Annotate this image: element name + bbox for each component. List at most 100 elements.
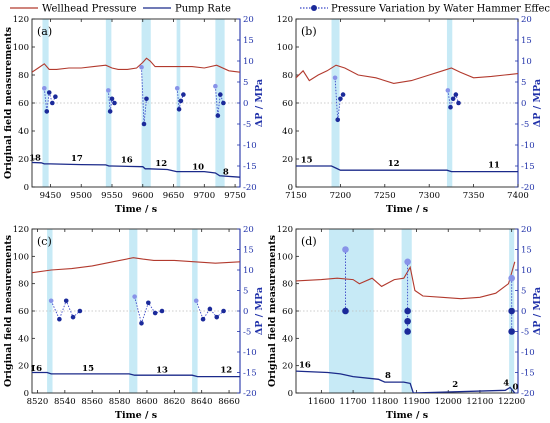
y-right-tick-label: -20: [243, 389, 257, 399]
axes-frame: [31, 18, 241, 188]
x-tick-label: 12000: [435, 397, 462, 407]
flow-rate-label: 12: [388, 159, 400, 169]
pressure-variation-point: [77, 308, 83, 314]
x-tick-label: 11600: [308, 397, 335, 407]
y-right-tick-label: -5: [521, 120, 529, 130]
pump-rate-line: [32, 371, 240, 378]
highlight-band-4: [176, 19, 181, 187]
legend-variation-label: Pressure Variation by Water Hammer Effec…: [331, 4, 550, 15]
flow-rate-label: 8: [385, 371, 391, 381]
x-axis-title: Time / s: [115, 204, 157, 215]
pressure-variation-point: [453, 92, 459, 97]
y-left-tick-label: 60: [282, 307, 293, 317]
pressure-variation-point: [70, 314, 76, 320]
highlight-band-3: [141, 19, 151, 187]
y-left-tick-label: 0: [24, 183, 29, 193]
pressure-variation-point: [46, 90, 52, 95]
y-left-tick-label: 120: [13, 15, 29, 25]
pressure-variation-point: [44, 109, 50, 114]
y-right-tick-label: 5: [243, 78, 248, 88]
y-right-tick-label: -5: [243, 328, 251, 338]
pressure-variation-line-3: [141, 67, 147, 125]
pressure-variation-point: [107, 109, 113, 114]
pressure-variation-point: [342, 307, 349, 315]
x-tick-label: 9500: [70, 191, 92, 201]
x-tick-label: 8660: [218, 397, 240, 407]
y-left-tick-label: 40: [18, 334, 29, 344]
panel-label: (c): [37, 235, 52, 248]
flow-rate-label: 18: [29, 153, 41, 163]
highlight-band-3: [192, 229, 198, 393]
pressure-variation-point: [338, 96, 343, 102]
pressure-variation-point: [450, 96, 456, 102]
x-tick-label: 7150: [285, 191, 307, 201]
y-right-tick-label: 0: [243, 307, 248, 317]
y-left-tick-label: 100: [13, 252, 29, 262]
pressure-variation-point: [200, 316, 206, 322]
flow-rate-label: 4: [503, 378, 509, 388]
pressure-variation-point: [159, 308, 165, 314]
y-right-tick-label: -15: [243, 369, 257, 379]
y-left-tick-label: 120: [13, 225, 29, 235]
x-tick-label: 9700: [193, 191, 215, 201]
x-tick-label: 8620: [163, 397, 185, 407]
flow-rate-label: 15: [301, 156, 313, 166]
x-tick-label: 9750: [224, 191, 246, 201]
x-tick-label: 9550: [101, 191, 123, 201]
y-right-tick-label: -15: [521, 369, 535, 379]
pressure-variation-line-2: [447, 90, 459, 108]
pressure-variation-point: [57, 316, 62, 322]
pressure-variation-point: [178, 98, 184, 104]
pressure-variation-point: [404, 307, 411, 315]
x-tick-label: 11800: [371, 397, 398, 407]
y-left-tick-label: 20: [18, 155, 29, 165]
x-tick-label: 7400: [507, 191, 529, 201]
y-right-tick-label: 0: [243, 99, 248, 109]
y-left-tick-label: 40: [18, 127, 29, 137]
y-right-tick-label: 15: [243, 246, 254, 256]
y-right-tick-label: 15: [243, 36, 254, 46]
y-right-tick-label: -5: [521, 328, 529, 338]
panel-3: 8520 8540 8560 8580 8600 8620 8640 8660 0 20 40 60 8…: [3, 225, 265, 421]
y-left-tick-label: 80: [282, 280, 293, 290]
pressure-variation-point: [141, 121, 147, 127]
y-left-tick-label: 40: [282, 127, 293, 137]
y-left-axis-title: Original field measurements: [3, 27, 14, 179]
pressure-variation-point: [53, 94, 58, 99]
wellhead-pressure-line: [296, 64, 518, 84]
pressure-variation-point: [221, 308, 226, 314]
y-right-tick-label: 20: [521, 15, 532, 25]
x-tick-label: 8540: [54, 397, 76, 407]
pressure-variation-line-1: [334, 77, 344, 120]
y-left-tick-label: 100: [13, 43, 29, 53]
x-tick-label: 8600: [136, 397, 158, 407]
panel-4: 11600 11700 11800 11900 12000 12100 1220002040…: [267, 225, 543, 421]
flow-rate-label: 16: [121, 156, 133, 166]
x-tick-label: 8520: [27, 397, 49, 407]
y-right-tick-label: 20: [243, 15, 254, 25]
y-right-tick-label: 5: [243, 287, 248, 297]
pressure-variation-line-5: [214, 86, 224, 116]
y-right-axis-title: ΔP / MPa: [532, 79, 543, 127]
pressure-variation-point: [221, 100, 226, 106]
pressure-variation-point: [146, 300, 151, 306]
x-tick-label: 7200: [330, 191, 352, 201]
pump-rate-line: [296, 370, 516, 393]
pressure-variation-point: [508, 307, 515, 315]
pressure-variation-point: [132, 294, 137, 299]
panel-2: 7150 7200 7250 7300 7350 7400020406080100120-…: [277, 15, 543, 215]
flow-rate-label: 2: [452, 380, 458, 390]
x-tick-label: 11700: [340, 397, 367, 407]
y-left-tick-label: 120: [277, 225, 293, 235]
highlight-band-5: [215, 19, 225, 187]
legend-pump-label: Pump Rate: [175, 4, 231, 15]
x-axis-title: Time / s: [386, 204, 428, 215]
highlight-band-2: [105, 19, 112, 187]
flow-rate-label: 13: [156, 366, 168, 376]
x-tick-label: 8640: [191, 397, 213, 407]
x-axis-title: Time / s: [115, 410, 157, 421]
pressure-variation-point: [63, 298, 69, 304]
legend-right: Pressure Variation by Water Hammer Effec…: [300, 4, 550, 15]
y-right-tick-label: 0: [521, 307, 526, 317]
flow-rate-label: 17: [71, 154, 83, 164]
